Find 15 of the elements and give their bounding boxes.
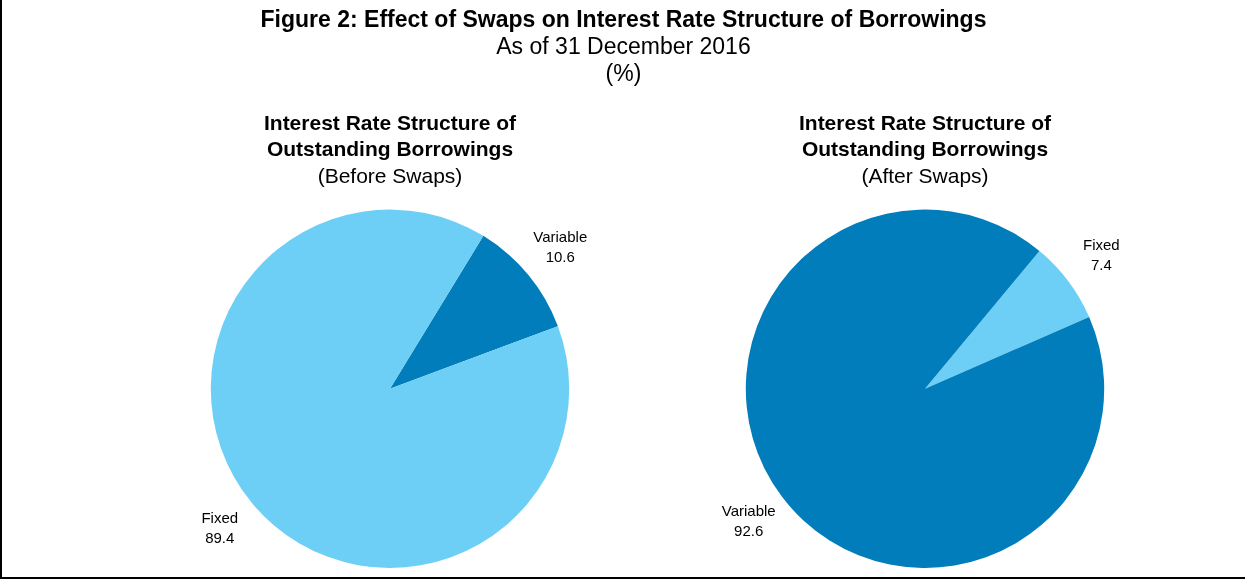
text: Figure 2: Effect of Swaps on Interest Rate Structure of Borrowings [259,6,988,33]
data-label: 92.6 [734,521,764,539]
text: As of 31 December 2016 [495,33,752,60]
data-label: 89.4 [205,529,235,547]
slice-label: Fixed [201,509,239,527]
slice-label: Variable [721,501,776,519]
chart-subtitle: (After Swaps) [861,163,989,187]
data-label: 7.4 [1090,256,1112,274]
text: (%) [604,60,643,87]
slice-label: Fixed [1082,236,1120,254]
chart-title: Interest Rate Structure of Outstanding Borrowings [263,111,518,160]
chart-title: Interest Rate Structure of Outstanding Borrowings [798,111,1053,160]
slice-label: Variable [533,228,588,246]
data-label: 10.6 [545,248,575,266]
chart-subtitle: (Before Swaps) [317,163,463,187]
